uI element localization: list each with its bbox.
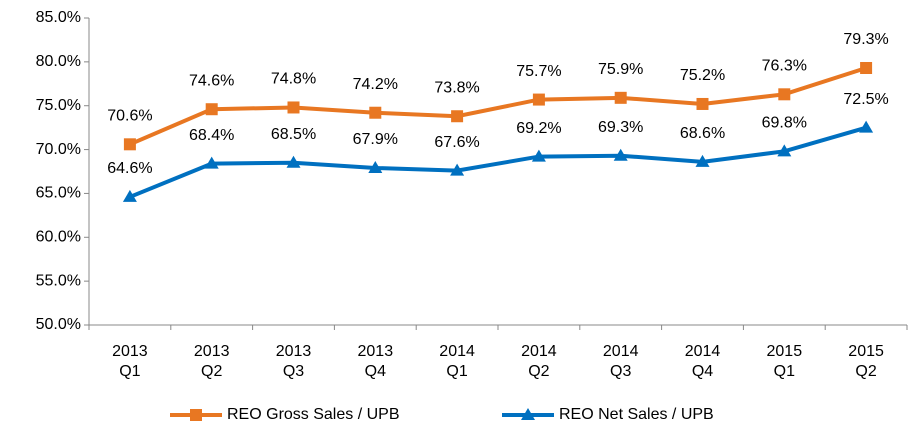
x-tick-label: 2013 Q3 [275,343,312,380]
data-label: 74.2% [353,76,398,93]
data-label: 74.6% [189,72,234,89]
x-tick-label: 2014 Q2 [521,343,557,380]
data-label: 75.2% [680,67,725,84]
data-label: 73.8% [434,79,479,96]
legend-label: REO Net Sales / UPB [559,406,714,423]
data-label: 79.3% [843,31,888,48]
point [287,101,300,114]
data-label: 68.4% [189,127,234,144]
data-label: 67.6% [434,134,479,151]
data-label: 70.6% [107,108,152,125]
series-line [129,125,867,199]
point [614,91,627,104]
y-tick-label: 70.0% [36,141,81,158]
y-tick-label: 60.0% [36,229,81,246]
point [205,103,218,116]
data-label: 68.5% [271,126,316,143]
point [613,148,628,161]
point [695,154,710,167]
y-tick-label: 80.0% [36,53,81,70]
y-tick-label: 85.0% [36,9,81,26]
data-label: 64.6% [107,160,152,177]
data-label: 68.6% [680,125,725,142]
point [859,120,874,133]
point [532,93,545,106]
point [450,163,465,176]
point [122,189,137,202]
x-tick-label: 2013 Q4 [357,343,394,380]
point [451,110,464,123]
x-tick-label: 2015 Q1 [766,343,803,380]
y-tick-label: 50.0% [36,316,81,333]
point [123,138,136,151]
point [204,156,219,169]
series-line [129,66,867,147]
y-tick-label: 75.0% [36,97,81,114]
data-label: 75.7% [516,63,561,80]
data-label: 75.9% [598,61,643,78]
data-label: 69.3% [598,119,643,136]
data-label: 67.9% [353,131,398,148]
y-tick-label: 55.0% [36,272,81,289]
data-label: 74.8% [271,71,316,88]
point [286,155,301,168]
data-label: 69.2% [516,120,561,137]
x-tick-label: 2013 Q1 [112,343,148,380]
data-label: 72.5% [843,91,888,108]
y-tick-label: 65.0% [36,185,81,202]
legend-marker [190,409,202,421]
point [368,160,383,173]
point [531,149,546,162]
point [696,97,709,110]
point [778,88,791,101]
x-tick-label: 2014 Q4 [684,343,721,380]
x-tick-label: 2014 Q3 [602,343,639,380]
data-label: 76.3% [762,58,807,75]
point [777,144,792,157]
point [369,106,382,119]
point [860,61,873,74]
legend-marker [521,408,535,420]
data-label: 69.8% [762,115,807,132]
x-tick-label: 2014 Q1 [439,343,475,380]
legend-label: REO Gross Sales / UPB [227,406,400,423]
x-tick-label: 2015 Q2 [848,343,884,380]
x-tick-label: 2013 Q2 [193,343,230,380]
